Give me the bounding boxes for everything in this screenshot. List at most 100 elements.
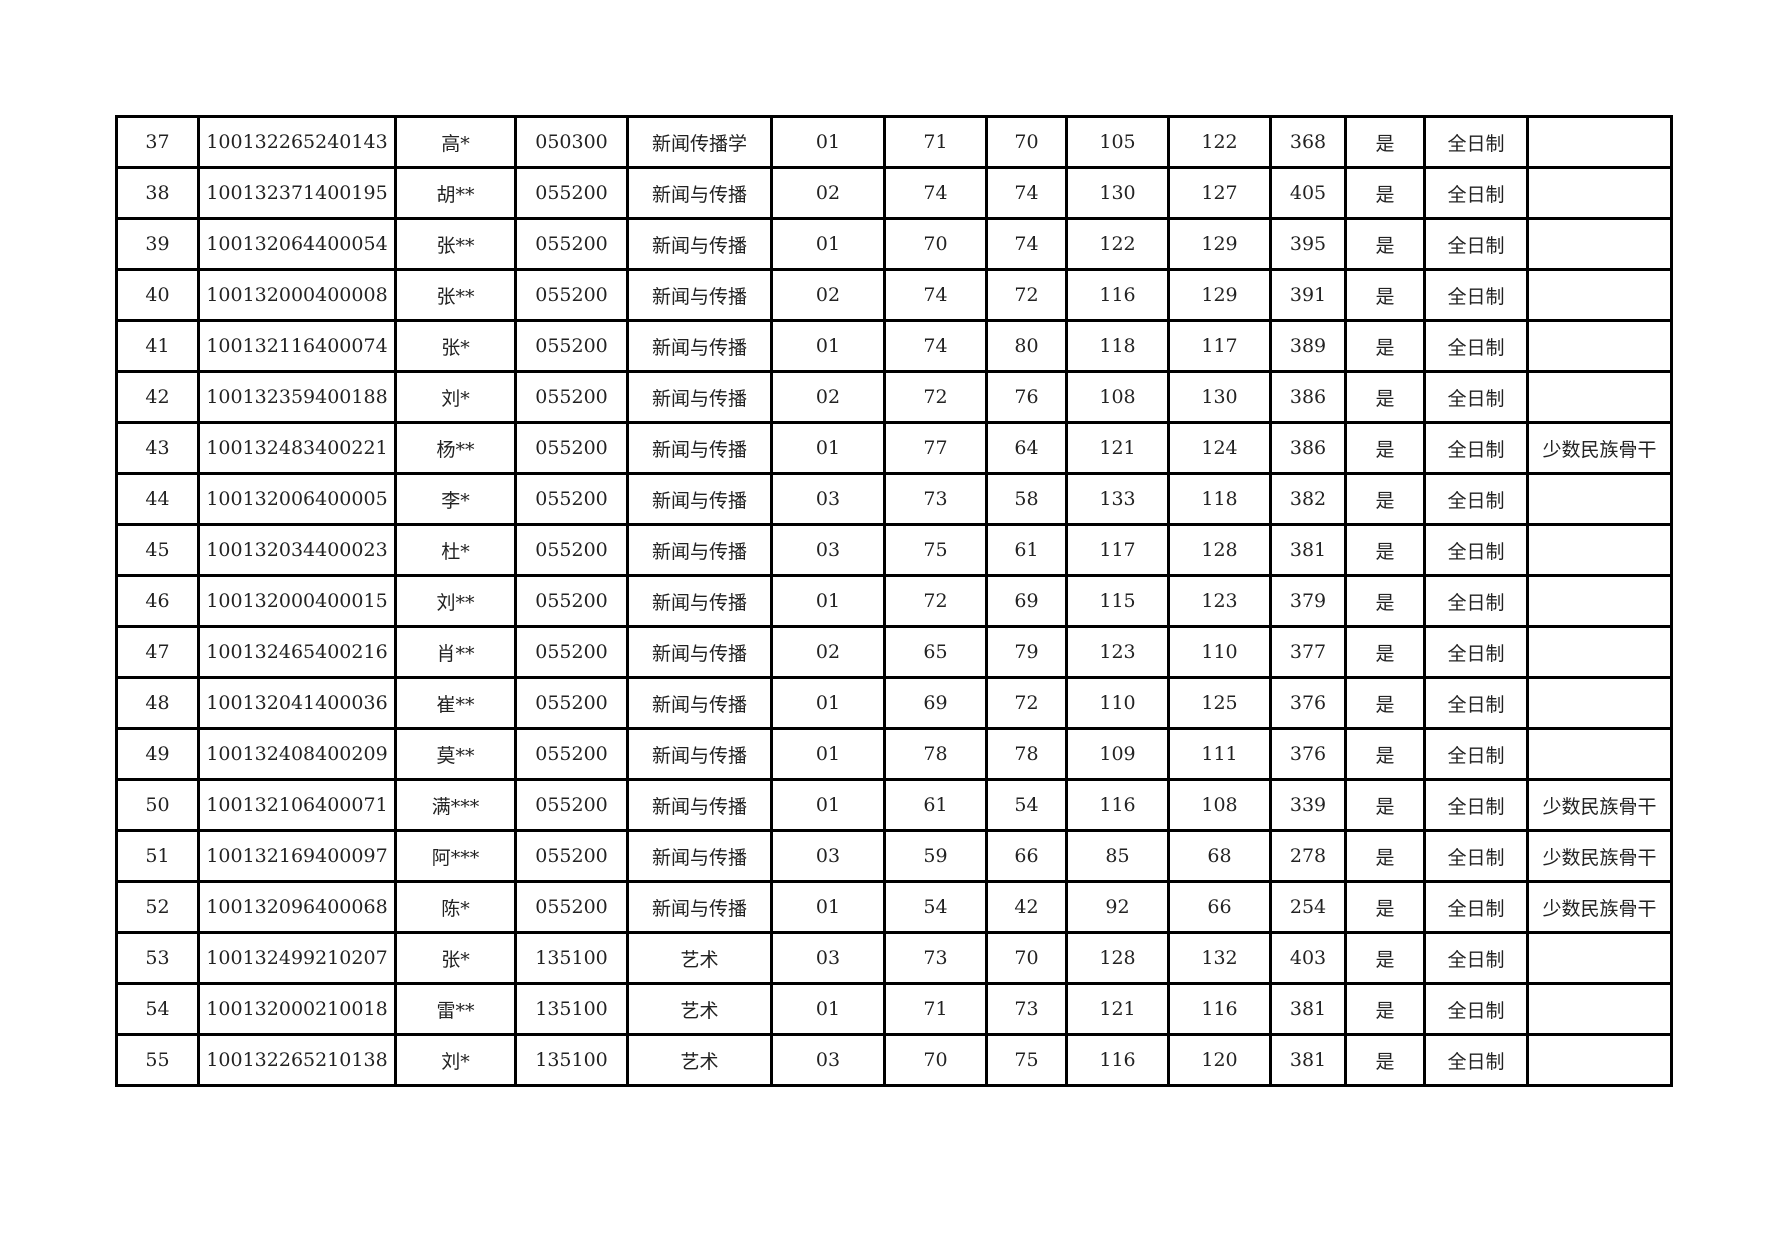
cell-admitted: 是 [1344, 166, 1426, 220]
cell-remark: 少数民族骨干 [1526, 829, 1673, 883]
cell-subject2-score: 68 [1167, 829, 1272, 883]
cell-name: 胡** [394, 166, 517, 220]
cell-index: 50 [115, 778, 200, 832]
cell-name: 杜* [394, 523, 517, 577]
cell-exam-id: 100132359400188 [197, 370, 397, 424]
cell-total-score: 381 [1269, 523, 1347, 577]
cell-remark [1526, 166, 1673, 220]
cell-direction: 03 [770, 472, 886, 526]
cell-remark [1526, 217, 1673, 271]
cell-subject1-score: 109 [1065, 727, 1170, 781]
cell-admitted: 是 [1344, 931, 1426, 985]
cell-admitted: 是 [1344, 268, 1426, 322]
cell-major-code: 055200 [514, 625, 629, 679]
cell-index: 42 [115, 370, 200, 424]
table-row: 53 100132499210207 张* 135100 艺术 03 73 70 128 132 4… [115, 931, 1673, 985]
cell-exam-id: 100132064400054 [197, 217, 397, 271]
cell-total-score: 405 [1269, 166, 1347, 220]
cell-major-name: 新闻与传播 [626, 319, 773, 373]
cell-study-mode: 全日制 [1423, 523, 1529, 577]
cell-exam-id: 100132116400074 [197, 319, 397, 373]
cell-total-score: 386 [1269, 370, 1347, 424]
cell-name: 雷** [394, 982, 517, 1036]
cell-foreign-language-score: 72 [985, 676, 1068, 730]
table-row: 43 100132483400221 杨** 055200 新闻与传播 01 77 64 121… [115, 421, 1673, 475]
cell-major-code: 135100 [514, 982, 629, 1036]
cell-remark [1526, 982, 1673, 1036]
cell-index: 47 [115, 625, 200, 679]
cell-major-name: 新闻传播学 [626, 115, 773, 169]
cell-major-code: 055200 [514, 676, 629, 730]
cell-politics-score: 72 [883, 574, 988, 628]
cell-total-score: 254 [1269, 880, 1347, 934]
cell-exam-id: 100132499210207 [197, 931, 397, 985]
cell-remark [1526, 523, 1673, 577]
cell-total-score: 381 [1269, 1033, 1347, 1087]
cell-index: 43 [115, 421, 200, 475]
cell-major-name: 新闻与传播 [626, 676, 773, 730]
cell-study-mode: 全日制 [1423, 421, 1529, 475]
cell-name: 张** [394, 268, 517, 322]
cell-remark [1526, 268, 1673, 322]
cell-admitted: 是 [1344, 1033, 1426, 1087]
cell-study-mode: 全日制 [1423, 268, 1529, 322]
cell-major-name: 新闻与传播 [626, 370, 773, 424]
cell-total-score: 376 [1269, 727, 1347, 781]
cell-remark [1526, 472, 1673, 526]
cell-subject1-score: 116 [1065, 1033, 1170, 1087]
table-row: 40 100132000400008 张** 055200 新闻与传播 02 74 72 116… [115, 268, 1673, 322]
cell-study-mode: 全日制 [1423, 778, 1529, 832]
cell-name: 莫** [394, 727, 517, 781]
cell-politics-score: 74 [883, 268, 988, 322]
cell-foreign-language-score: 79 [985, 625, 1068, 679]
cell-name: 满*** [394, 778, 517, 832]
cell-major-name: 新闻与传播 [626, 166, 773, 220]
cell-major-code: 055200 [514, 217, 629, 271]
cell-exam-id: 100132096400068 [197, 880, 397, 934]
cell-study-mode: 全日制 [1423, 115, 1529, 169]
cell-subject1-score: 116 [1065, 268, 1170, 322]
cell-direction: 01 [770, 115, 886, 169]
cell-subject1-score: 108 [1065, 370, 1170, 424]
cell-politics-score: 71 [883, 982, 988, 1036]
cell-admitted: 是 [1344, 115, 1426, 169]
cell-subject1-score: 133 [1065, 472, 1170, 526]
cell-total-score: 389 [1269, 319, 1347, 373]
cell-total-score: 386 [1269, 421, 1347, 475]
cell-politics-score: 70 [883, 217, 988, 271]
cell-name: 崔** [394, 676, 517, 730]
cell-subject2-score: 110 [1167, 625, 1272, 679]
cell-remark: 少数民族骨干 [1526, 421, 1673, 475]
cell-remark [1526, 931, 1673, 985]
cell-major-name: 新闻与传播 [626, 829, 773, 883]
cell-major-name: 新闻与传播 [626, 523, 773, 577]
cell-study-mode: 全日制 [1423, 319, 1529, 373]
cell-name: 肖** [394, 625, 517, 679]
table-row: 55 100132265210138 刘* 135100 艺术 03 70 75 116 120 3… [115, 1033, 1673, 1087]
cell-index: 51 [115, 829, 200, 883]
cell-total-score: 377 [1269, 625, 1347, 679]
cell-foreign-language-score: 75 [985, 1033, 1068, 1087]
cell-subject1-score: 122 [1065, 217, 1170, 271]
cell-major-name: 新闻与传播 [626, 778, 773, 832]
cell-subject2-score: 127 [1167, 166, 1272, 220]
cell-admitted: 是 [1344, 319, 1426, 373]
cell-direction: 02 [770, 268, 886, 322]
cell-index: 38 [115, 166, 200, 220]
table-row: 39 100132064400054 张** 055200 新闻与传播 01 70 74 122… [115, 217, 1673, 271]
cell-remark [1526, 727, 1673, 781]
cell-index: 54 [115, 982, 200, 1036]
cell-remark [1526, 115, 1673, 169]
table-row: 50 100132106400071 满*** 055200 新闻与传播 01 61 54 11… [115, 778, 1673, 832]
cell-foreign-language-score: 70 [985, 931, 1068, 985]
cell-total-score: 376 [1269, 676, 1347, 730]
cell-politics-score: 61 [883, 778, 988, 832]
cell-direction: 01 [770, 421, 886, 475]
cell-politics-score: 75 [883, 523, 988, 577]
cell-study-mode: 全日制 [1423, 1033, 1529, 1087]
cell-foreign-language-score: 74 [985, 217, 1068, 271]
cell-major-name: 新闻与传播 [626, 421, 773, 475]
cell-foreign-language-score: 74 [985, 166, 1068, 220]
cell-subject2-score: 123 [1167, 574, 1272, 628]
cell-study-mode: 全日制 [1423, 727, 1529, 781]
